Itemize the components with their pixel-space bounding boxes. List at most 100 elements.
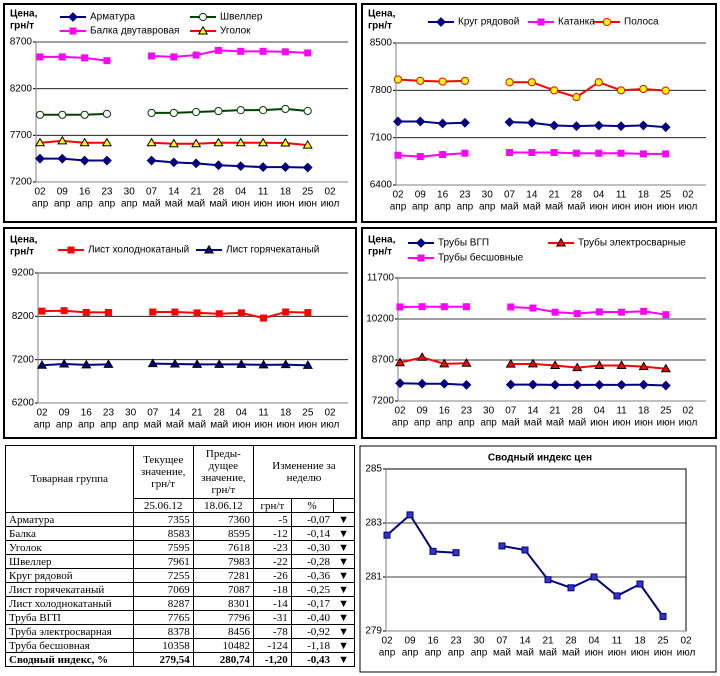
marker — [638, 120, 649, 131]
table-cell: 7961 — [132, 554, 194, 569]
x-tick-label: 25 — [302, 408, 314, 419]
table-cell: Балка — [5, 526, 134, 541]
y-axis-label: грн/т — [10, 21, 34, 32]
marker — [507, 303, 515, 311]
marker — [505, 78, 514, 87]
marker — [594, 379, 605, 390]
x-tick-label: апр — [76, 199, 93, 210]
x-tick-label: 18 — [638, 190, 650, 201]
marker — [567, 584, 575, 592]
x-tick-label: 25 — [302, 187, 314, 198]
x-tick-label: 02 — [392, 190, 404, 201]
legend-label: Трубы ВГП — [438, 237, 489, 249]
marker — [506, 149, 514, 157]
x-tick-label: май — [516, 648, 534, 659]
x-tick-label: 14 — [169, 408, 181, 419]
x-tick-label: май — [523, 202, 541, 213]
table-cell: ▼ — [333, 652, 356, 667]
marker — [34, 137, 46, 147]
marker — [237, 47, 245, 55]
marker — [302, 360, 313, 369]
x-tick-label: апр — [390, 202, 407, 213]
x-tick-label: июн — [590, 418, 609, 429]
marker — [101, 137, 112, 147]
x-tick-label: 16 — [437, 190, 449, 201]
marker — [460, 117, 470, 128]
marker — [36, 360, 48, 369]
table-cell: -0,36 — [290, 568, 334, 583]
marker — [213, 160, 224, 171]
series-line — [397, 152, 465, 158]
marker — [505, 358, 516, 368]
x-tick-label: 23 — [459, 190, 471, 201]
marker — [168, 157, 179, 168]
header-cell — [333, 498, 356, 513]
marker — [521, 546, 529, 554]
marker — [79, 155, 90, 166]
marker — [191, 138, 202, 148]
x-tick-label: 07 — [504, 190, 516, 201]
marker — [57, 135, 68, 145]
marker — [544, 576, 552, 584]
x-tick-label: 25 — [660, 190, 672, 201]
x-tick-label: 14 — [527, 406, 539, 417]
x-tick-label: 30 — [124, 187, 136, 198]
x-tick-label: 28 — [213, 187, 225, 198]
table-cell: 7087 — [192, 582, 254, 597]
y-tick-label: 6200 — [12, 398, 35, 409]
marker — [171, 308, 179, 316]
y-tick-label: 11700 — [367, 273, 395, 284]
legend-marker — [436, 17, 446, 27]
x-tick-label: май — [524, 418, 542, 429]
marker — [550, 86, 559, 95]
marker — [214, 46, 222, 54]
series-line — [41, 309, 109, 314]
x-tick-label: 14 — [519, 636, 531, 647]
table-row: Труба бесшовная 10358 10482 -124 -1,18 ▼ — [5, 638, 356, 653]
table-cell: Уголок — [5, 540, 134, 555]
x-tick-label: май — [546, 418, 564, 429]
marker — [192, 107, 201, 117]
marker — [550, 360, 561, 369]
marker — [57, 153, 68, 164]
x-tick-label: 14 — [526, 190, 538, 201]
table-cell: 7595 — [132, 540, 194, 555]
marker — [79, 137, 90, 147]
y-tick-label: 7200 — [12, 354, 35, 365]
table-cell: Лист холоднокатаный — [5, 596, 134, 611]
table-cell: ▼ — [333, 638, 356, 653]
marker — [259, 47, 267, 55]
table-row: Уголок 7595 7618 -23 -0,30 ▼ — [5, 540, 356, 555]
x-tick-label: май — [144, 420, 162, 431]
marker — [170, 53, 178, 61]
y-tick-label: 10200 — [366, 314, 394, 325]
x-tick-label: апр — [479, 202, 496, 213]
series-line — [40, 112, 107, 116]
marker — [617, 149, 625, 157]
x-tick-label: 18 — [634, 636, 646, 647]
marker — [302, 139, 313, 149]
x-tick-label: июн — [232, 420, 251, 431]
marker — [616, 360, 627, 369]
x-tick-label: июн — [589, 202, 608, 213]
marker — [59, 358, 70, 368]
table-cell: -26 — [252, 568, 292, 583]
x-tick-label: 28 — [572, 406, 584, 417]
x-tick-label: июн — [299, 420, 318, 431]
marker — [215, 310, 223, 318]
legend-label: Полоса — [624, 17, 659, 28]
series-line — [152, 362, 308, 367]
y-axis-label: Цена, — [10, 235, 38, 246]
table-cell: 7069 — [132, 582, 194, 597]
legend-marker — [203, 244, 215, 254]
x-tick-label: июн — [231, 199, 250, 210]
marker — [661, 86, 670, 95]
x-tick-label: май — [166, 420, 184, 431]
x-tick-label: апр — [414, 418, 431, 429]
y-axis-label: грн/т — [368, 21, 392, 32]
x-tick-label: май — [501, 202, 519, 213]
table-row: Арматура 7355 7360 -5 -0,07 ▼ — [5, 512, 356, 527]
table-cell: 280,74 — [192, 652, 254, 667]
x-tick-label: 16 — [81, 408, 93, 419]
series-line — [510, 305, 666, 316]
